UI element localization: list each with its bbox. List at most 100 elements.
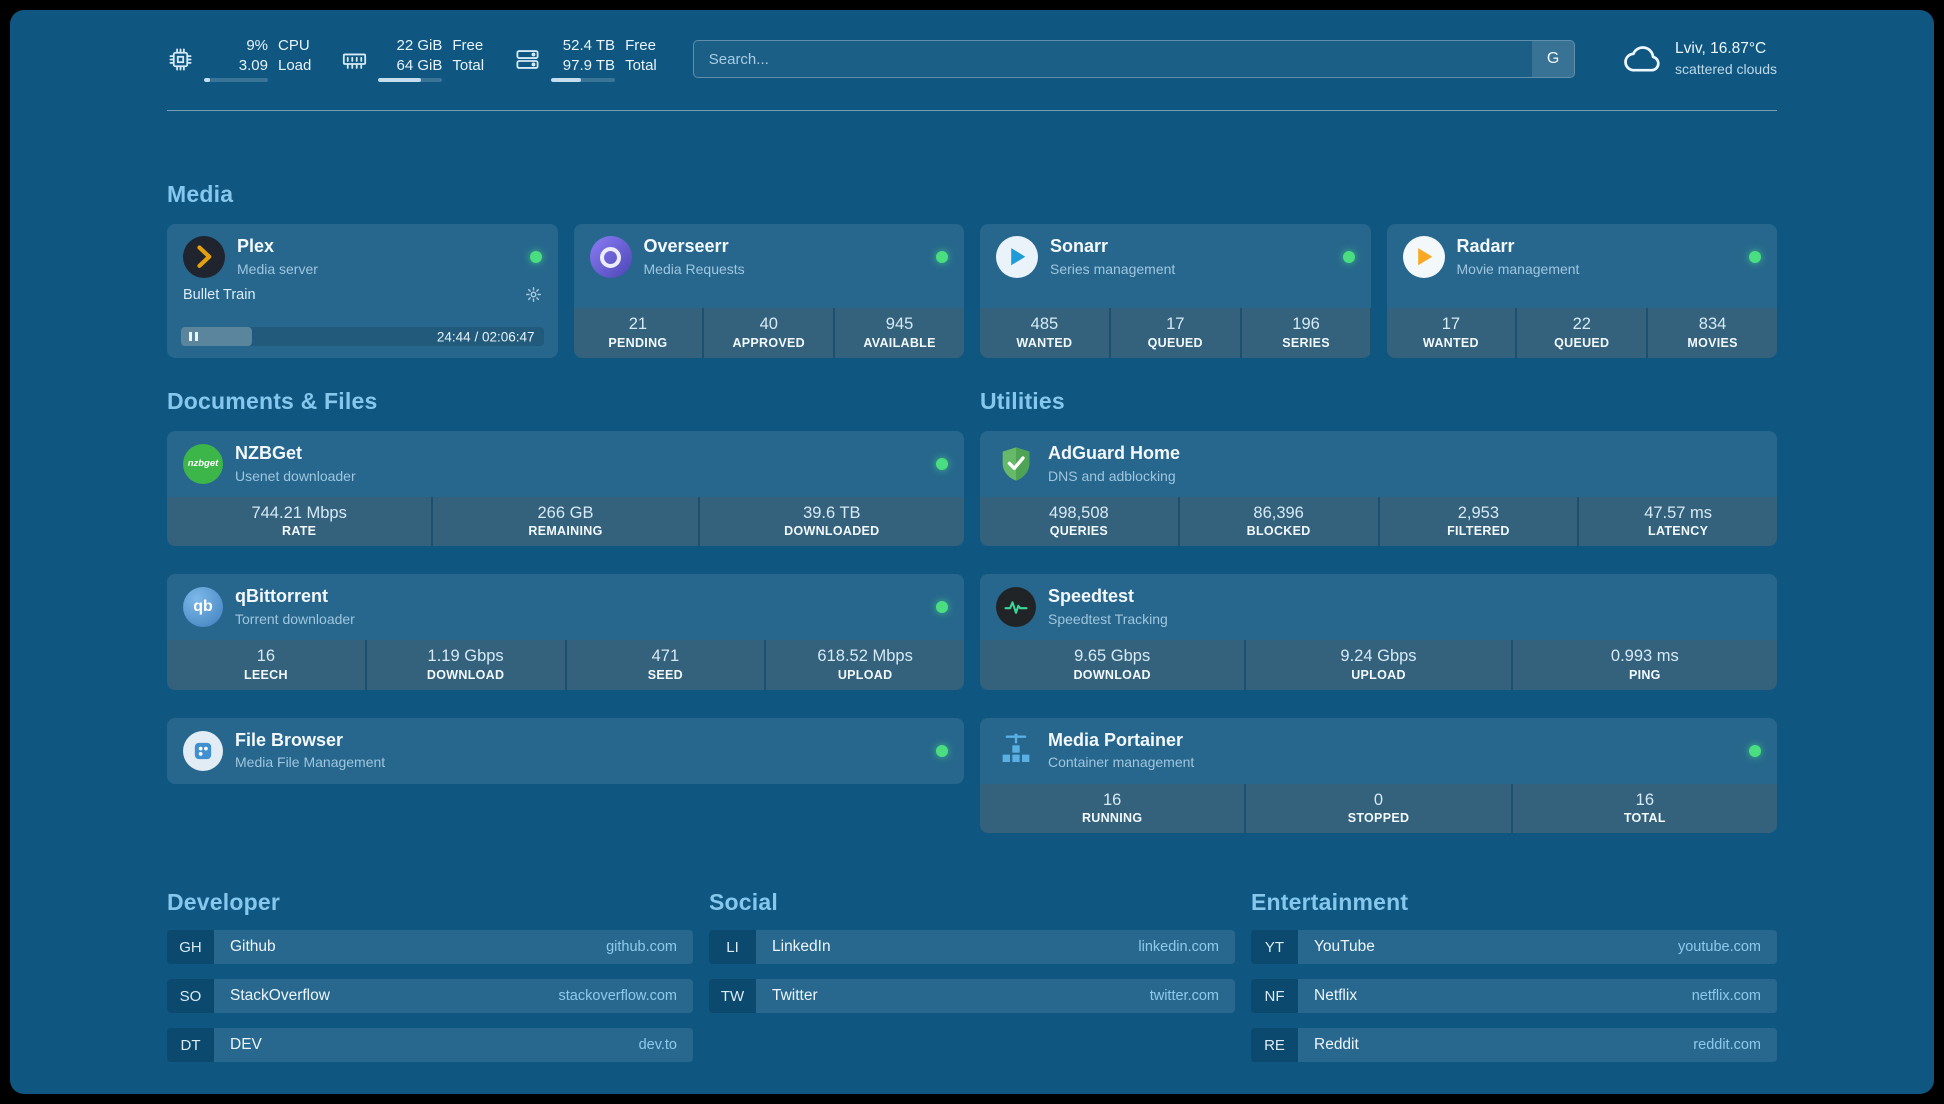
stat-tile: 1.19 Gbps DOWNLOAD xyxy=(366,640,565,690)
section-title-documents: Documents & Files xyxy=(167,388,378,414)
bookmark-youtube[interactable]: YT YouTube youtube.com xyxy=(1251,930,1777,965)
service-description: Torrent downloader xyxy=(235,611,355,627)
service-name: Sonarr xyxy=(1050,236,1109,257)
card-header: qb qBittorrent Torrent downloader xyxy=(167,574,964,640)
service-titles: File Browser Media File Management xyxy=(235,730,385,772)
section-title-media: Media xyxy=(167,181,234,207)
gear-icon[interactable] xyxy=(525,286,542,303)
stat-value: 40 xyxy=(759,315,778,334)
stat-label: QUERIES xyxy=(1049,524,1109,539)
stat-tile: 22 QUEUED xyxy=(1517,308,1647,358)
bookmark-abbr: NF xyxy=(1251,979,1298,1014)
bookmark-name: Github xyxy=(230,938,276,956)
bookmark-body: LinkedIn linkedin.com xyxy=(756,930,1235,965)
service-card-qbittorrent[interactable]: qb qBittorrent Torrent downloader 16 xyxy=(167,574,964,690)
stat-label: QUEUED xyxy=(1554,336,1610,350)
status-dot-online xyxy=(1342,251,1355,263)
service-card-overseerr[interactable]: Overseerr Media Requests 21 PENDING 40 A… xyxy=(573,224,964,358)
stat-label: WANTED xyxy=(1016,336,1073,350)
pause-icon[interactable] xyxy=(189,327,198,346)
bookmark-netflix[interactable]: NF Netflix netflix.com xyxy=(1251,979,1777,1014)
service-name: Speedtest xyxy=(1048,586,1135,607)
playback-progress-bar: 24:44 / 02:06:47 xyxy=(181,327,544,346)
bookmark-stackoverflow[interactable]: SO StackOverflow stackoverflow.com xyxy=(167,979,693,1014)
service-card-portainer[interactable]: Media Portainer Container management 16 … xyxy=(980,717,1777,834)
section-title-developer: Developer xyxy=(167,889,281,916)
service-card-filebrowser[interactable]: File Browser Media File Management xyxy=(167,717,964,784)
stat-tile: 17 QUEUED xyxy=(1110,308,1240,358)
bookmark-name: Netflix xyxy=(1314,987,1358,1005)
bookmark-name: YouTube xyxy=(1314,938,1375,956)
stats-row: 744.21 Mbps RATE 266 GB REMAINING 39.6 T… xyxy=(167,496,964,547)
memory-widget: 22 GiB 64 GiB Free Total xyxy=(341,36,484,82)
service-description: Usenet downloader xyxy=(235,467,356,484)
stat-value: 16 xyxy=(256,647,276,666)
stat-value: 744.21 Mbps xyxy=(251,503,347,522)
dashboard: 9% 3.09 CPU Load xyxy=(10,10,1934,1094)
stat-tile: 2,953 FILTERED xyxy=(1379,496,1578,547)
disk-widget: 52.4 TB 97.9 TB Free Total xyxy=(514,36,657,82)
service-card-nzbget[interactable]: nzbget NZBGet Usenet downloader 744.21 M… xyxy=(167,431,964,547)
stat-tile: 40 APPROVED xyxy=(704,308,834,358)
speedtest-icon xyxy=(996,587,1036,628)
service-titles: NZBGet Usenet downloader xyxy=(235,443,356,485)
service-card-adguard[interactable]: AdGuard Home DNS and adblocking 498,508 … xyxy=(980,431,1777,547)
bookmark-url: linkedin.com xyxy=(1138,939,1219,956)
stat-value: 618.52 Mbps xyxy=(817,647,913,666)
total-label: Total xyxy=(625,56,657,74)
radarr-icon xyxy=(1402,236,1445,278)
service-card-speedtest[interactable]: Speedtest Speedtest Tracking 9.65 Gbps D… xyxy=(980,574,1777,690)
stat-label: STOPPED xyxy=(1347,811,1410,826)
bookmark-github[interactable]: GH Github github.com xyxy=(167,930,693,965)
cpu-labels: CPU Load xyxy=(278,36,311,82)
stats-row: 16 LEECH 1.19 Gbps DOWNLOAD 471 SEED xyxy=(167,640,964,690)
service-card-plex[interactable]: Plex Media server Bullet Train xyxy=(167,224,558,358)
stat-value: 47.57 ms xyxy=(1644,503,1713,522)
bookmarks-social: Social LI LinkedIn linkedin.com TW Twitt… xyxy=(709,889,1235,1077)
bookmark-url: netflix.com xyxy=(1691,988,1761,1005)
search-bar: G xyxy=(692,40,1576,78)
now-playing-title: Bullet Train xyxy=(183,286,256,303)
search-input[interactable] xyxy=(693,41,1533,77)
bookmark-dev[interactable]: DT DEV dev.to xyxy=(167,1028,693,1063)
bookmarks-developer: Developer GH Github github.com SO StackO… xyxy=(167,889,693,1077)
stat-label: LEECH xyxy=(243,667,288,682)
stat-label: PING xyxy=(1628,667,1661,682)
stat-tile: 266 GB REMAINING xyxy=(433,496,698,547)
service-card-sonarr[interactable]: Sonarr Series management 485 WANTED 17 Q… xyxy=(980,224,1371,358)
cloud-icon xyxy=(1621,43,1663,75)
cpu-load-value: 3.09 xyxy=(238,56,268,74)
status-dot-online xyxy=(936,744,948,757)
card-header: Radarr Movie management xyxy=(1387,224,1778,286)
stat-value: 16 xyxy=(1635,790,1654,809)
status-dot-online xyxy=(936,601,948,614)
bookmark-reddit[interactable]: RE Reddit reddit.com xyxy=(1251,1028,1777,1063)
bookmark-abbr: LI xyxy=(709,930,756,965)
bookmark-url: reddit.com xyxy=(1693,1037,1761,1054)
bookmark-name: LinkedIn xyxy=(772,938,831,956)
stat-tile: 196 SERIES xyxy=(1241,308,1371,358)
bookmark-body: Github github.com xyxy=(214,930,693,965)
section-title-social: Social xyxy=(709,889,778,916)
disk-icon xyxy=(514,46,541,73)
service-card-radarr[interactable]: Radarr Movie management 17 WANTED 22 QUE… xyxy=(1386,224,1778,358)
stat-label: RATE xyxy=(282,524,317,539)
service-name: Media Portainer xyxy=(1048,729,1184,750)
stat-tile: 834 MOVIES xyxy=(1648,308,1777,358)
stat-label: TOTAL xyxy=(1623,811,1666,826)
bookmark-url: stackoverflow.com xyxy=(558,988,677,1005)
stat-label: DOWNLOAD xyxy=(426,667,505,682)
bookmark-name: Twitter xyxy=(772,987,818,1005)
stat-value: 9.65 Gbps xyxy=(1074,647,1151,666)
status-dot-online xyxy=(936,251,948,263)
bookmark-twitter[interactable]: TW Twitter twitter.com xyxy=(709,979,1235,1014)
cpu-label: CPU xyxy=(278,37,310,54)
stat-value: 86,396 xyxy=(1253,503,1304,522)
bookmark-linkedin[interactable]: LI LinkedIn linkedin.com xyxy=(709,930,1235,965)
stat-tile: 0.993 ms PING xyxy=(1512,640,1777,690)
stat-tile: 9.65 Gbps DOWNLOAD xyxy=(980,640,1245,690)
stat-label: RUNNING xyxy=(1081,811,1143,826)
free-label: Free xyxy=(452,37,484,54)
service-description: Container management xyxy=(1048,754,1195,771)
search-engine-button[interactable]: G xyxy=(1532,41,1575,77)
